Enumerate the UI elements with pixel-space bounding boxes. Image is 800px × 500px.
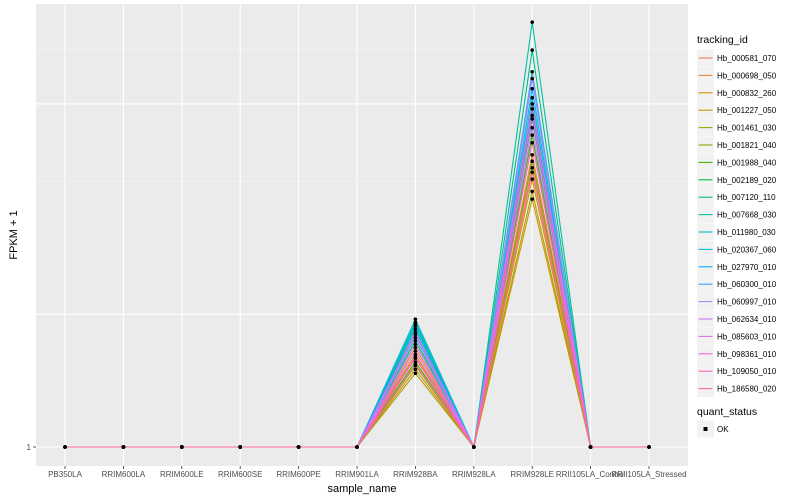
legend-label: Hb_011980_030 <box>717 228 776 237</box>
x-tick-label: RRII105LA_Control <box>556 470 626 479</box>
data-point <box>530 125 534 130</box>
x-tick-label: RRIM928LE <box>510 470 554 479</box>
legend-label: Hb_002189_020 <box>717 176 777 185</box>
data-point <box>530 20 534 24</box>
data-point <box>530 133 534 137</box>
x-axis-title: sample_name <box>327 483 396 495</box>
legend-label: Hb_001988_040 <box>717 158 777 167</box>
data-point <box>530 153 534 157</box>
x-tick-label: RRIM928LA <box>452 470 496 479</box>
legend-label: Hb_020367_060 <box>717 245 777 254</box>
x-tick-label: RRIM600LE <box>160 470 204 479</box>
data-point <box>530 189 534 194</box>
legend-label: Hb_085603_010 <box>717 332 777 341</box>
data-point <box>413 317 418 321</box>
data-point <box>413 342 418 347</box>
x-tick-label: RRII105LA_Stressed <box>611 470 686 479</box>
y-axis-title: FPKM + 1 <box>8 210 20 259</box>
legend-shape-title: quant_status <box>697 406 757 418</box>
data-point <box>472 445 476 449</box>
data-point <box>413 349 418 353</box>
legend-label: Hb_000698_050 <box>717 71 777 80</box>
x-axis-ticks: PB350LA RRIM600LA RRIM600LE RRIM600SE RRIM60… <box>48 466 687 479</box>
data-point <box>413 367 418 372</box>
data-point <box>413 335 418 340</box>
x-tick-label: RRIM600LA <box>102 470 146 479</box>
legend-shape-label: OK <box>717 425 729 434</box>
legend-label: Hb_000832_260 <box>717 89 777 98</box>
data-point <box>413 324 418 328</box>
legend-label: Hb_007120_110 <box>717 193 776 202</box>
x-tick-label: RRIM901LA <box>335 470 379 479</box>
data-point <box>121 445 126 449</box>
data-point <box>63 445 67 449</box>
data-point <box>647 445 651 449</box>
data-point <box>413 327 418 332</box>
y-axis-ticks: 1 <box>27 443 36 452</box>
data-point <box>296 445 301 449</box>
legend-shape-swatch <box>703 427 708 431</box>
legend: tracking_id Hb_000581_070Hb_000698_050Hb… <box>697 34 777 438</box>
data-point <box>530 177 534 182</box>
legend-shape-items: OK <box>697 420 729 438</box>
legend-label: Hb_109050_010 <box>717 367 777 376</box>
data-point <box>413 330 418 335</box>
legend-label: Hb_062634_010 <box>717 315 777 324</box>
legend-label: Hb_007668_030 <box>717 211 777 220</box>
legend-label: Hb_000581_070 <box>717 54 777 63</box>
data-point <box>530 48 534 52</box>
data-point <box>413 371 418 376</box>
x-tick-label: RRIM600SE <box>218 470 262 479</box>
data-point <box>238 445 242 449</box>
data-point <box>530 140 534 145</box>
data-point <box>530 117 534 121</box>
x-tick-label: PB350LA <box>48 470 82 479</box>
data-point <box>530 197 534 201</box>
legend-label: Hb_027970_010 <box>717 263 777 272</box>
data-point <box>413 360 418 364</box>
data-point <box>530 113 534 118</box>
data-point <box>180 445 184 449</box>
legend-label: Hb_001461_030 <box>717 124 777 133</box>
data-point <box>530 76 534 81</box>
legend-color-items: Hb_000581_070 Hb_000698_050 Hb_000832_260 H… <box>697 49 777 398</box>
legend-label: Hb_001821_040 <box>717 141 777 150</box>
y-tick-label: 1 <box>27 443 32 452</box>
data-point <box>413 345 418 350</box>
legend-label: Hb_186580_020 <box>717 385 777 394</box>
data-point <box>588 445 593 449</box>
legend-label: Hb_098361_010 <box>717 350 777 359</box>
x-tick-label: RRIM928BA <box>393 470 438 479</box>
data-point <box>530 165 534 170</box>
data-point <box>530 159 534 163</box>
data-point <box>530 69 534 74</box>
data-points <box>63 20 651 449</box>
legend-label: Hb_001227_050 <box>717 106 777 115</box>
data-point <box>530 102 534 106</box>
data-point <box>530 95 534 100</box>
data-point <box>413 339 418 343</box>
x-tick-label: RRIM600PE <box>276 470 320 479</box>
data-point <box>355 445 359 449</box>
data-point <box>530 86 534 91</box>
data-point <box>530 170 534 175</box>
data-point <box>530 107 534 111</box>
data-point <box>413 362 418 367</box>
legend-title: tracking_id <box>697 34 748 46</box>
legend-label: Hb_060300_010 <box>717 280 777 289</box>
data-point <box>413 355 418 359</box>
legend-label: Hb_060997_010 <box>717 298 777 307</box>
